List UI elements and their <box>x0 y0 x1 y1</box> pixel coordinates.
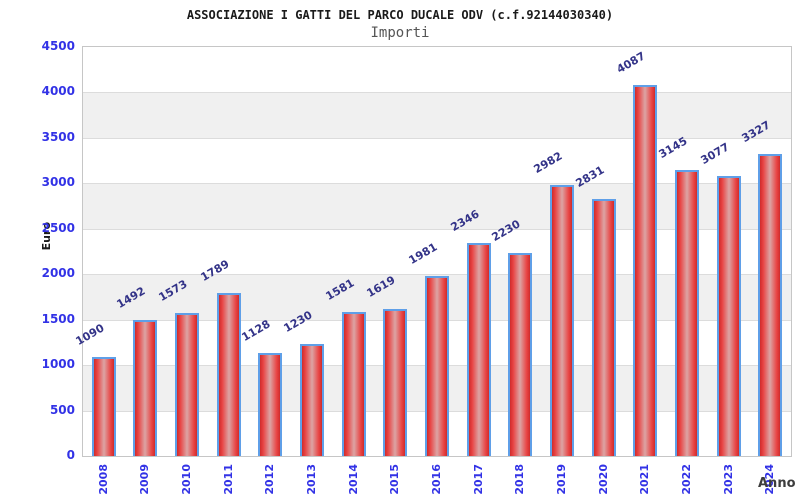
bar-2012 <box>258 353 283 456</box>
x-tick-label: 2011 <box>221 464 235 495</box>
y-tick-label: 1500 <box>41 311 75 326</box>
bar-2008 <box>91 356 116 456</box>
bar-2010 <box>175 313 200 456</box>
x-tick-label: 2019 <box>554 464 568 495</box>
y-tick-label: 3000 <box>41 175 75 190</box>
gridline <box>83 137 791 139</box>
gridline <box>83 92 791 94</box>
x-tick-label: 2020 <box>596 464 610 495</box>
bar-2020 <box>591 198 616 456</box>
x-tick-label: 2015 <box>388 464 402 495</box>
gridline <box>83 228 791 230</box>
gridline <box>83 274 791 276</box>
plot-band <box>83 137 791 184</box>
x-tick-label: 2021 <box>638 464 652 495</box>
y-tick-label: 1000 <box>41 357 75 372</box>
bar-2013 <box>300 344 325 456</box>
x-tick-label: 2023 <box>721 464 735 495</box>
y-tick-label: 0 <box>66 448 75 462</box>
chart-title: ASSOCIAZIONE I GATTI DEL PARCO DUCALE OD… <box>186 8 614 22</box>
y-tick-label: 2000 <box>41 266 75 281</box>
y-tick-label: 3500 <box>41 129 75 144</box>
bar-2023 <box>716 176 741 456</box>
y-tick-label: 4000 <box>41 84 75 99</box>
bar-2009 <box>133 320 158 456</box>
gridline <box>83 183 791 185</box>
bar-2022 <box>674 170 699 456</box>
bar-2019 <box>549 184 574 456</box>
x-tick-label: 2009 <box>138 464 152 495</box>
plot-band <box>83 228 791 275</box>
bar-2011 <box>216 293 241 456</box>
plot-band <box>83 47 791 93</box>
bar-2018 <box>508 253 533 456</box>
y-tick-label: 2500 <box>41 220 75 235</box>
x-tick-label: 2016 <box>430 464 443 495</box>
x-tick-label: 2022 <box>679 464 693 495</box>
x-tick-label: 2018 <box>513 464 527 495</box>
x-tick-label: 2010 <box>180 464 194 495</box>
bar-2021 <box>633 84 658 456</box>
chart-subtitle: Importi <box>370 25 430 41</box>
bar-2014 <box>341 312 366 456</box>
x-tick-label: 2013 <box>305 464 319 495</box>
plot-area: 0 500 1000 1500 2000 2500 3000 3500 4000 4500 1090… <box>42 39 792 495</box>
x-tick-label: 2012 <box>263 464 277 495</box>
bar-2024 <box>758 153 783 456</box>
bar-2015 <box>383 308 408 456</box>
y-tick-label: 4500 <box>41 39 75 53</box>
x-tick-label: 2017 <box>471 464 485 495</box>
x-axis-title: Anno <box>758 476 796 491</box>
plot-band <box>83 92 791 138</box>
bar-2017 <box>466 242 491 456</box>
bar-2016 <box>425 275 449 456</box>
y-tick-label: 500 <box>49 402 75 417</box>
x-tick-label: 2014 <box>346 464 360 495</box>
plot-band <box>83 183 791 229</box>
x-tick-label: 2008 <box>96 464 110 495</box>
